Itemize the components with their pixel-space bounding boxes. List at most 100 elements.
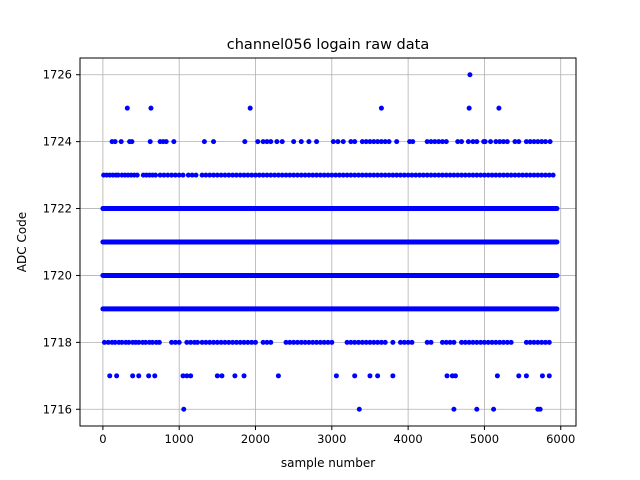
data-point — [333, 172, 339, 178]
data-point — [371, 172, 377, 178]
data-point — [115, 172, 121, 178]
data-point — [444, 373, 450, 379]
data-point — [462, 339, 468, 345]
data-point — [474, 139, 480, 145]
data-point — [535, 339, 541, 345]
data-point — [356, 172, 362, 178]
data-point — [165, 172, 171, 178]
data-point — [163, 139, 169, 145]
data-point — [352, 339, 358, 345]
data-point — [497, 139, 503, 145]
data-point — [321, 172, 327, 178]
data-point — [520, 172, 526, 178]
data-point — [172, 172, 178, 178]
data-point — [539, 172, 545, 178]
data-point — [189, 172, 195, 178]
data-point — [287, 339, 293, 345]
data-point — [148, 105, 154, 111]
data-point — [268, 172, 274, 178]
data-point — [542, 339, 548, 345]
data-point — [314, 139, 320, 145]
data-point — [371, 139, 377, 145]
data-point — [493, 139, 499, 145]
data-point — [112, 339, 118, 345]
data-point — [439, 139, 445, 145]
data-point — [410, 139, 416, 145]
data-point — [193, 172, 199, 178]
data-point — [452, 373, 458, 379]
data-point — [185, 172, 191, 178]
x-tick-label: 6000 — [546, 432, 575, 446]
data-point — [397, 339, 403, 345]
data-point — [306, 339, 312, 345]
data-point — [171, 139, 177, 145]
data-point — [493, 339, 499, 345]
data-point — [428, 172, 434, 178]
data-point — [279, 172, 285, 178]
data-point — [390, 172, 396, 178]
data-point — [336, 172, 342, 178]
x-tick-label: 3000 — [317, 432, 346, 446]
data-point — [420, 172, 426, 178]
data-point — [382, 172, 388, 178]
data-point — [409, 172, 415, 178]
data-point — [439, 339, 445, 345]
chart-title: channel056 logain raw data — [227, 37, 429, 53]
data-point — [478, 172, 484, 178]
data-point — [203, 172, 209, 178]
data-point — [527, 139, 533, 145]
data-point — [359, 172, 365, 178]
data-point — [291, 172, 297, 178]
data-point — [136, 373, 142, 379]
data-point — [249, 172, 255, 178]
data-point — [405, 172, 411, 178]
y-tick-label: 1724 — [43, 135, 72, 149]
data-point — [260, 139, 266, 145]
x-tick-label: 4000 — [393, 432, 422, 446]
data-point — [245, 339, 251, 345]
data-point — [465, 139, 471, 145]
y-tick-label: 1720 — [43, 268, 72, 282]
data-point — [481, 172, 487, 178]
data-point — [466, 172, 472, 178]
data-point — [129, 139, 135, 145]
data-point — [516, 139, 522, 145]
data-point — [497, 172, 503, 178]
data-point — [348, 139, 354, 145]
data-point — [314, 339, 320, 345]
data-point — [508, 339, 514, 345]
data-point — [542, 139, 548, 145]
data-point — [136, 339, 142, 345]
data-point — [172, 339, 178, 345]
data-point — [310, 172, 316, 178]
data-point — [233, 172, 239, 178]
data-point — [390, 339, 396, 345]
data-point — [298, 172, 304, 178]
data-point — [378, 139, 384, 145]
data-point — [436, 172, 442, 178]
data-point — [143, 339, 149, 345]
data-point — [527, 172, 533, 178]
data-point — [211, 339, 217, 345]
data-point — [363, 139, 369, 145]
data-point — [226, 339, 232, 345]
data-point — [264, 339, 270, 345]
data-point — [359, 139, 365, 145]
data-point — [112, 139, 118, 145]
data-point — [230, 339, 236, 345]
data-point — [199, 339, 205, 345]
data-point — [378, 105, 384, 111]
data-point — [482, 139, 488, 145]
data-point — [359, 339, 365, 345]
data-point — [105, 339, 111, 345]
data-point — [218, 172, 224, 178]
data-point — [447, 339, 453, 345]
data-point — [264, 172, 270, 178]
data-point — [222, 172, 228, 178]
y-tick-label: 1722 — [43, 202, 72, 216]
data-point — [275, 373, 281, 379]
data-point — [537, 406, 543, 412]
y-tick-label: 1718 — [43, 335, 72, 349]
data-point — [214, 373, 220, 379]
